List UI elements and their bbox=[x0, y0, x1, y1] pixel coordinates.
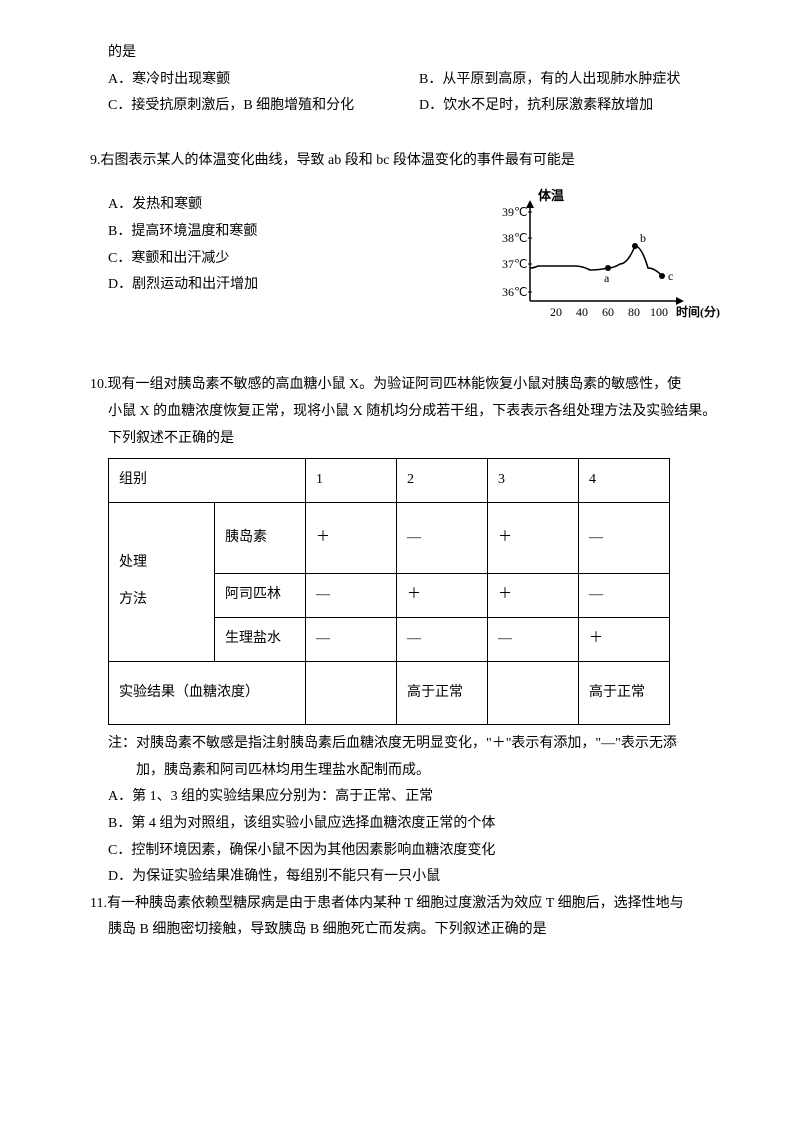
chart-xtick-1: 40 bbox=[576, 305, 588, 319]
q8-option-d: D．饮水不足时，抗利尿激素释放增加 bbox=[419, 93, 730, 120]
chart-point-a: a bbox=[604, 271, 610, 285]
table-header-1: 1 bbox=[306, 459, 397, 503]
table-result-label: 实验结果（血糖浓度） bbox=[109, 661, 306, 725]
chart-point-b: b bbox=[640, 231, 646, 245]
chart-ytick-0: 39℃ bbox=[502, 205, 527, 219]
q10-option-c: C．控制环境因素，确保小鼠不因为其他因素影响血糖浓度变化 bbox=[108, 838, 730, 865]
table-header-4: 4 bbox=[579, 459, 670, 503]
q10-stem-line3: 下列叙述不正确的是 bbox=[108, 426, 730, 453]
q9-option-a: A．发热和寒颤 bbox=[108, 192, 500, 219]
q10-table: 组别 1 2 3 4 处理 方法 胰岛素 ＋ — ＋ — 阿司匹林 — ＋ ＋ … bbox=[108, 458, 670, 725]
q10-option-d: D．为保证实验结果准确性，每组别不能只有一只小鼠 bbox=[108, 864, 730, 891]
q11-stem-line2: 胰岛 B 细胞密切接触，导致胰岛 B 细胞死亡而发病。下列叙述正确的是 bbox=[108, 917, 730, 944]
q8-option-b: B．从平原到高原，有的人出现肺水肿症状 bbox=[419, 67, 730, 94]
chart-ytick-3: 36℃ bbox=[502, 285, 527, 299]
q9-option-c: C．寒颤和出汗减少 bbox=[108, 246, 500, 273]
table-proc-label: 处理 方法 bbox=[109, 502, 215, 661]
chart-xtick-4: 100 bbox=[650, 305, 668, 319]
chart-ytick-2: 37℃ bbox=[502, 257, 527, 271]
chart-xtick-3: 80 bbox=[628, 305, 640, 319]
table-row-saline: 生理盐水 bbox=[215, 617, 306, 661]
q9-option-d: D．剧烈运动和出汗增加 bbox=[108, 272, 500, 299]
q11-stem-line1: 11.有一种胰岛素依赖型糖尿病是由于患者体内某种 T 细胞过度激活为效应 T 细… bbox=[90, 891, 730, 918]
chart-xtick-2: 60 bbox=[602, 305, 614, 319]
q9-chart: 体温 39℃ 38℃ 37℃ 36℃ 20 40 60 bbox=[500, 186, 730, 326]
table-row-insulin: 胰岛素 bbox=[215, 502, 306, 574]
q9-option-b: B．提高环境温度和寒颤 bbox=[108, 219, 500, 246]
table-row-aspirin: 阿司匹林 bbox=[215, 574, 306, 618]
chart-xtick-0: 20 bbox=[550, 305, 562, 319]
chart-xlabel: 时间(分) bbox=[676, 304, 720, 319]
q8-option-c: C．接受抗原刺激后，B 细胞增殖和分化 bbox=[108, 93, 419, 120]
q10-option-b: B．第 4 组为对照组，该组实验小鼠应选择血糖浓度正常的个体 bbox=[108, 811, 730, 838]
table-header-3: 3 bbox=[488, 459, 579, 503]
q8-option-a: A．寒冷时出现寒颤 bbox=[108, 67, 419, 94]
chart-ytick-1: 38℃ bbox=[502, 231, 527, 245]
chart-ylabel: 体温 bbox=[538, 188, 564, 203]
q10-note-line1: 注：对胰岛素不敏感是指注射胰岛素后血糖浓度无明显变化，"＋"表示有添加，"—"表… bbox=[108, 731, 730, 758]
table-header-group: 组别 bbox=[109, 459, 306, 503]
q10-note-line2: 加，胰岛素和阿司匹林均用生理盐水配制而成。 bbox=[136, 758, 730, 785]
q9-stem: 9.右图表示某人的体温变化曲线，导致 ab 段和 bc 段体温变化的事件最有可能… bbox=[90, 148, 730, 175]
q8-stem-tail: 的是 bbox=[108, 40, 730, 67]
q10-option-a: A．第 1、3 组的实验结果应分别为：高于正常、正常 bbox=[108, 784, 730, 811]
chart-point-c: c bbox=[668, 269, 673, 283]
table-header-2: 2 bbox=[397, 459, 488, 503]
q10-stem-line1: 10.现有一组对胰岛素不敏感的高血糖小鼠 X。为验证阿司匹林能恢复小鼠对胰岛素的… bbox=[90, 372, 730, 399]
q10-stem-line2: 小鼠 X 的血糖浓度恢复正常，现将小鼠 X 随机均分成若干组，下表表示各组处理方… bbox=[108, 399, 730, 426]
